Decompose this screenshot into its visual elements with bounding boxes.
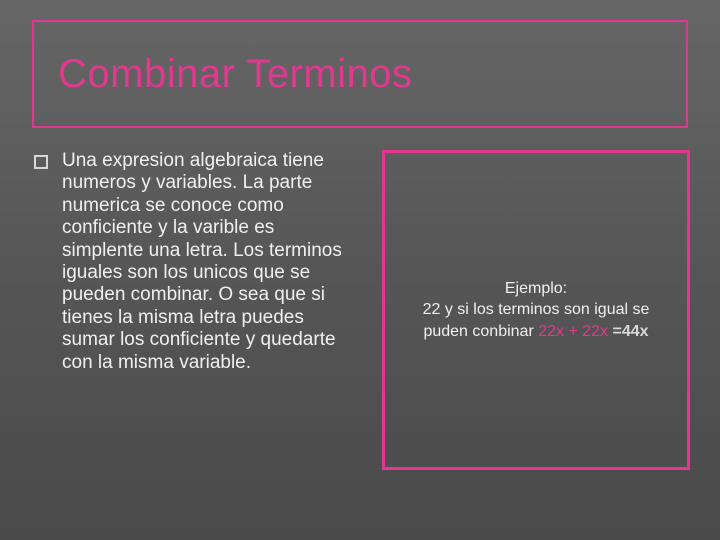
square-bullet-icon: [34, 155, 48, 169]
example-box: Ejemplo: 22 y si los terminos son igual …: [382, 150, 690, 470]
example-label: Ejemplo:: [505, 278, 567, 300]
example-line-3: puden conbinar 22x + 22x =44x: [423, 321, 648, 343]
equation-term-a: 22x: [538, 323, 568, 340]
equation-plus: +: [568, 323, 577, 340]
equation-term-b: 22x: [578, 323, 613, 340]
equation-answer: =44x: [613, 323, 649, 340]
page-title: Combinar Terminos: [58, 52, 413, 97]
example-prefix: puden conbinar: [423, 323, 538, 340]
body-text-area: Una expresion algebraica tiene numeros y…: [34, 150, 344, 374]
slide: Combinar Terminos Una expresion algebrai…: [0, 0, 720, 540]
title-box: Combinar Terminos: [32, 20, 688, 128]
bullet-text: Una expresion algebraica tiene numeros y…: [62, 150, 344, 374]
bullet-item: Una expresion algebraica tiene numeros y…: [34, 150, 344, 374]
example-line-2: 22 y si los terminos son igual se: [423, 299, 650, 321]
